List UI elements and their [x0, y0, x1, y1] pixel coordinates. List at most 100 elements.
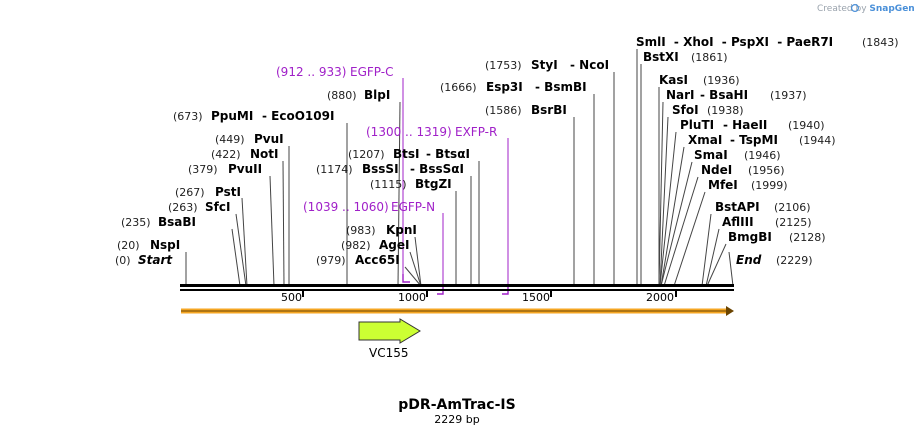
svg-text:PpuMI: PpuMI: [211, 109, 253, 123]
svg-text:BssSI: BssSI: [362, 162, 399, 176]
svg-text:NspI: NspI: [150, 238, 180, 252]
svg-text:(1843): (1843): [862, 36, 899, 49]
svg-text:(1861): (1861): [691, 51, 728, 64]
site-xmai[interactable]: XmaI - TspMI (1944): [688, 133, 836, 147]
site-ndei[interactable]: NdeI (1956): [701, 163, 785, 177]
site-nspi[interactable]: (20) NspI: [117, 238, 180, 252]
svg-text:(2128): (2128): [789, 231, 826, 244]
svg-text:(2106): (2106): [774, 201, 811, 214]
svg-text:(1586): (1586): [485, 104, 522, 117]
svg-text:StyI: StyI: [531, 58, 558, 72]
site-bsabi[interactable]: (235) BsaBI: [121, 215, 196, 229]
left-site-labels: (20) NspI (235) BsaBI (263) SfcI (267) PstI …: [117, 109, 334, 252]
backbone-bottom-strand: [180, 289, 734, 291]
credit-text: Created by SnapGene: [817, 4, 914, 14]
svg-text:KasI: KasI: [659, 73, 688, 87]
tick-1500: 1500: [522, 291, 550, 304]
site-sfci[interactable]: (263) SfcI: [168, 200, 230, 214]
site-acc65i[interactable]: (979) Acc65I: [316, 253, 400, 267]
svg-text:Acc65I: Acc65I: [355, 253, 400, 267]
primer-labels: (912 .. 933) EGFP-C (1300 .. 1319) EXFP-R …: [276, 65, 497, 214]
svg-text:BmgBI: BmgBI: [728, 230, 772, 244]
site-noti[interactable]: (422) NotI: [211, 147, 279, 161]
svg-text:(1956): (1956): [748, 164, 785, 177]
svg-text:(422): (422): [211, 148, 241, 161]
svg-text:(263): (263): [168, 201, 198, 214]
svg-text:- TspMI: - TspMI: [730, 133, 778, 147]
site-styi[interactable]: (1753) StyI - NcoI: [485, 58, 609, 72]
site-pvui[interactable]: (449) PvuI: [215, 132, 284, 146]
tick-500: 500: [281, 291, 302, 304]
feature-vc155[interactable]: [358, 318, 421, 344]
svg-text:XmaI: XmaI: [688, 133, 722, 147]
svg-text:(1207): (1207): [348, 148, 385, 161]
svg-text:NotI: NotI: [250, 147, 279, 161]
svg-text:PluTI: PluTI: [680, 118, 714, 132]
svg-text:(912 .. 933): (912 .. 933): [276, 65, 346, 79]
site-nari[interactable]: NarI - BsaHI (1937): [666, 88, 807, 102]
site-btgzi[interactable]: (1115) BtgZI: [370, 177, 452, 191]
end-pos: (2229): [776, 254, 813, 267]
svg-text:SmlI - XhoI - PspXI - PaeR7I: SmlI - XhoI - PspXI - PaeR7I: [636, 35, 833, 49]
site-smli-group[interactable]: SmlI - XhoI - PspXI - PaeR7I (1843): [636, 35, 899, 49]
svg-text:- BsmBI: - BsmBI: [535, 80, 587, 94]
primer-egfp-c-mark[interactable]: [402, 274, 410, 283]
site-ppumi[interactable]: (673) PpuMI - EcoO109I: [173, 109, 334, 123]
site-blpi[interactable]: (880) BlpI: [327, 88, 390, 102]
tick-2000: 2000: [646, 291, 674, 304]
site-psti[interactable]: (267) PstI: [175, 185, 241, 199]
svg-text:NarI: NarI: [666, 88, 695, 102]
site-kpni[interactable]: (983) KpnI: [346, 223, 417, 237]
site-bsssi[interactable]: (1174) BssSI - BssSαI: [316, 162, 464, 176]
site-kasi[interactable]: KasI (1936): [659, 73, 740, 87]
svg-text:NdeI: NdeI: [701, 163, 732, 177]
site-bstxi[interactable]: BstXI (1861): [643, 50, 728, 64]
site-bstapi[interactable]: BstAPI (2106): [715, 200, 811, 214]
svg-text:(1938): (1938): [707, 104, 744, 117]
site-sfoi[interactable]: SfoI (1938): [672, 103, 744, 117]
svg-text:(20): (20): [117, 239, 140, 252]
site-pluti[interactable]: PluTI - HaeII (1940): [680, 118, 825, 132]
svg-text:(983): (983): [346, 224, 376, 237]
site-pvuii[interactable]: (379) PvuII: [188, 162, 262, 176]
primer-egfp-c[interactable]: (912 .. 933) EGFP-C: [276, 65, 393, 79]
site-afliii[interactable]: AflIII (2125): [722, 215, 812, 229]
svg-text:EXFP-R: EXFP-R: [455, 125, 497, 139]
site-mfei[interactable]: MfeI (1999): [708, 178, 788, 192]
svg-text:KpnI: KpnI: [386, 223, 417, 237]
svg-text:- HaeII: - HaeII: [723, 118, 767, 132]
svg-text:(449): (449): [215, 133, 245, 146]
primer-exfp-r[interactable]: (1300 .. 1319) EXFP-R: [366, 125, 497, 139]
primer-exfp-r-mark[interactable]: [502, 286, 509, 295]
svg-text:SmaI: SmaI: [694, 148, 728, 162]
svg-text:BstXI: BstXI: [643, 50, 679, 64]
backbone-top-strand: [180, 284, 734, 287]
primer-markers: [402, 78, 509, 295]
right-top-site-labels: SmlI - XhoI - PspXI - PaeR7I (1843) BstX…: [636, 35, 899, 64]
svg-text:PstI: PstI: [215, 185, 241, 199]
svg-text:(880): (880): [327, 89, 357, 102]
svg-text:SfoI: SfoI: [672, 103, 699, 117]
svg-text:BsrBI: BsrBI: [531, 103, 567, 117]
svg-text:(235): (235): [121, 216, 151, 229]
svg-text:- NcoI: - NcoI: [570, 58, 609, 72]
site-bmgbi[interactable]: BmgBI (2128): [728, 230, 826, 244]
site-btsi[interactable]: (1207) BtsI - BtsαI: [348, 147, 470, 161]
plasmid-name: pDR-AmTrac-IS: [398, 397, 515, 413]
svg-text:(1753): (1753): [485, 59, 522, 72]
svg-text:(1666): (1666): [440, 81, 477, 94]
svg-text:BlpI: BlpI: [364, 88, 390, 102]
svg-text:(1940): (1940): [788, 119, 825, 132]
primer-egfp-n-mark[interactable]: [437, 286, 444, 295]
primer-egfp-n[interactable]: (1039 .. 1060) EGFP-N: [303, 200, 435, 214]
site-agei[interactable]: (982) AgeI: [341, 238, 409, 252]
middle-site-labels: (979) Acc65I (982) AgeI (983) KpnI (1115) Bt…: [316, 58, 609, 267]
svg-text:(379): (379): [188, 163, 218, 176]
site-bsrbi[interactable]: (1586) BsrBI: [485, 103, 567, 117]
svg-text:(1174): (1174): [316, 163, 353, 176]
site-smai[interactable]: SmaI (1946): [694, 148, 781, 162]
cut-site-lines: [185, 49, 734, 287]
site-esp3i[interactable]: (1666) Esp3I - BsmBI: [440, 80, 587, 94]
ruler: 500 1000 1500 2000: [281, 291, 677, 304]
svg-text:(1937): (1937): [770, 89, 807, 102]
